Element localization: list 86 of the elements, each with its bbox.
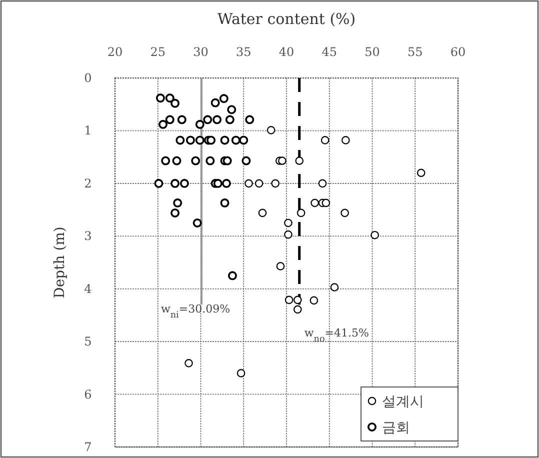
point [276, 262, 285, 270]
point [176, 136, 185, 145]
point [225, 115, 234, 124]
point [220, 136, 230, 145]
point [295, 156, 304, 165]
x-axis-title: Water content (%) [217, 10, 356, 28]
point [258, 208, 267, 218]
y-tick-label: 6 [84, 387, 92, 402]
ref-line-label: w$_{ni}$=30.09% [160, 302, 230, 321]
point [416, 168, 426, 178]
point [370, 230, 379, 240]
y-tick-label: 1 [84, 124, 92, 138]
point [170, 208, 180, 218]
point [203, 115, 212, 124]
y-axis-title: Depth (m) [52, 226, 68, 298]
point [227, 105, 236, 114]
point [219, 94, 228, 104]
point [254, 179, 264, 188]
y-tick-label: 7 [84, 440, 92, 454]
point [320, 136, 330, 144]
x-tick-label: 25 [150, 45, 166, 59]
point [161, 156, 170, 166]
point [220, 198, 230, 208]
point [222, 156, 232, 166]
point [222, 178, 231, 188]
point [310, 296, 318, 305]
point [278, 156, 286, 165]
point [318, 179, 327, 188]
y-tick-label: 2 [84, 176, 92, 190]
x-tick-label: 35 [236, 45, 252, 59]
point [186, 136, 195, 145]
point [330, 283, 339, 292]
point [156, 94, 165, 103]
point [206, 136, 216, 145]
point [213, 178, 222, 188]
point [244, 179, 253, 188]
point [322, 198, 330, 208]
point [210, 98, 220, 108]
x-tick-label: 50 [364, 45, 380, 59]
y-tick-label: 0 [84, 71, 92, 85]
point [340, 208, 349, 218]
point [284, 218, 292, 228]
point [271, 179, 280, 188]
x-tick-label: 20 [107, 45, 123, 59]
point [158, 120, 168, 129]
point [170, 98, 180, 108]
x-tick-label: 55 [407, 45, 423, 59]
point [212, 115, 222, 124]
point [239, 136, 248, 145]
x-tick-label: 45 [322, 45, 338, 59]
point [191, 156, 200, 166]
point [293, 305, 302, 314]
point [284, 230, 292, 239]
point [284, 296, 294, 304]
x-tick-label: 60 [450, 45, 466, 59]
legend-label: 금회 [382, 420, 410, 436]
point [242, 156, 251, 166]
y-tick-label: 5 [84, 334, 92, 349]
point [172, 156, 182, 166]
point [245, 115, 254, 124]
y-tick-label: 3 [84, 229, 92, 244]
point [231, 136, 240, 145]
point [184, 359, 193, 368]
point [342, 136, 350, 144]
y-tick-label: 4 [84, 282, 92, 296]
point [192, 218, 202, 228]
x-tick-label: 30 [193, 45, 208, 59]
point [310, 198, 319, 208]
ref-line-label: w$_{no}$=41.5% [304, 326, 369, 344]
point [195, 120, 204, 129]
x-tick-label: 40 [278, 45, 294, 59]
point [296, 208, 306, 218]
point [173, 198, 182, 208]
point [180, 178, 189, 188]
point [236, 369, 246, 378]
point [177, 115, 186, 124]
point [228, 271, 237, 280]
point [165, 115, 174, 124]
point [154, 178, 164, 188]
point [266, 126, 276, 134]
point [170, 178, 180, 188]
point [293, 296, 302, 304]
point [206, 156, 215, 166]
legend-label: 설계시 [382, 394, 424, 410]
point [195, 136, 204, 145]
point [165, 94, 174, 103]
